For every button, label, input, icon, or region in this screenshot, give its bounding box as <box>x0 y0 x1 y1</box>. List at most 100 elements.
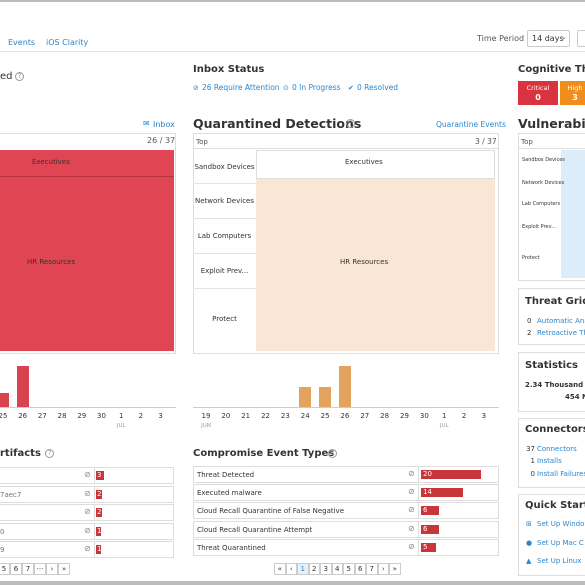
value-bar <box>96 545 101 554</box>
item-link[interactable]: Connectors <box>537 445 577 453</box>
page-button[interactable]: 1 <box>297 563 309 575</box>
page-button[interactable]: 7 <box>366 563 378 575</box>
bar <box>16 366 29 407</box>
row-label: Cloud Recall Quarantine of False Negativ… <box>197 507 345 516</box>
page-button[interactable]: 5 <box>343 563 355 575</box>
help-icon: ? <box>346 119 355 128</box>
x-tick-label: 30 <box>97 412 106 420</box>
page-button[interactable]: › <box>46 563 58 575</box>
table-row <box>193 520 499 538</box>
card <box>0 133 176 354</box>
x-tick-label: 23 <box>280 412 290 420</box>
cell-border <box>94 541 95 558</box>
setup-link[interactable]: Set Up Mac C <box>537 538 584 547</box>
x-tick-label: 29 <box>400 412 409 420</box>
nav-tab[interactable]: Events <box>8 38 36 47</box>
table-row <box>0 541 174 558</box>
group-divider <box>193 253 256 254</box>
time-period-select[interactable]: 14 days ⌄ <box>527 30 570 47</box>
nav-tab[interactable]: iOS Clarity <box>46 38 89 47</box>
value-text: 1 <box>97 545 102 553</box>
group-divider <box>193 288 256 289</box>
row-icon: ⊘ <box>84 507 91 516</box>
extra-button <box>577 30 585 47</box>
bar <box>319 386 332 407</box>
x-tick-label: 27 <box>360 412 370 420</box>
help-icon: ? <box>45 449 54 458</box>
select-value[interactable]: 14 days <box>532 34 564 43</box>
item-count: 2 <box>527 329 532 337</box>
row-label: Executed malware <box>197 489 262 498</box>
x-tick-label: 19 <box>201 412 211 420</box>
group-label: Network Devices <box>194 196 255 205</box>
card-header-line <box>193 148 499 149</box>
cell-border <box>94 522 95 540</box>
x-tick-label: 27 <box>37 412 47 420</box>
setup-link[interactable]: Set Up Windo <box>537 520 585 528</box>
setup-link[interactable]: Set Up Linux <box>537 557 582 565</box>
cell-border <box>418 520 419 538</box>
severity-box <box>518 81 558 105</box>
row-label: Threat Quarantined <box>197 543 266 552</box>
value-bar <box>421 506 439 516</box>
severity-label: Critical <box>526 84 550 92</box>
page-button[interactable]: ‹ <box>285 563 297 575</box>
page-button[interactable]: 3 <box>320 563 332 575</box>
group-label: Protect <box>522 255 540 261</box>
bar <box>0 393 9 407</box>
page-button[interactable]: « <box>274 563 286 575</box>
group-label: Sandbox Devices <box>522 157 565 163</box>
time-period-label: Time Period <box>477 34 525 43</box>
row-label: 0 <box>0 527 5 536</box>
row-icon: ⊘ <box>408 541 415 551</box>
group-divider <box>193 218 256 219</box>
status-link[interactable]: 0 In Progress <box>292 83 341 92</box>
group-label: Lab Computers <box>522 201 561 207</box>
group-label: Exploit Prev... <box>200 266 249 275</box>
row-label: 9 <box>0 546 5 554</box>
x-tick-label: 22 <box>261 412 270 420</box>
value-bar <box>421 470 481 479</box>
status-link[interactable]: 26 Require Attention <box>202 83 280 92</box>
os-icon: ⊞ <box>526 520 532 528</box>
item-link[interactable]: Install Failures <box>537 469 585 478</box>
item-link[interactable]: Installs <box>537 457 562 466</box>
row-label: Cloud Recall Quarantine Attempt <box>197 525 313 534</box>
page-button[interactable]: 7 <box>22 563 34 575</box>
page-button[interactable]: » <box>389 563 401 575</box>
value-bar <box>96 508 102 517</box>
quarantine-link[interactable]: Quarantine Events <box>436 120 506 129</box>
page-button[interactable]: 5 <box>0 563 10 575</box>
section-title: ed <box>0 71 13 82</box>
item-link[interactable]: Automatic Ana <box>537 317 585 325</box>
page-button[interactable]: 6 <box>10 563 22 575</box>
row-icon: ⊘ <box>84 544 91 553</box>
value-bar <box>96 489 102 499</box>
status-link[interactable]: 0 Resolved <box>357 83 399 92</box>
table-row <box>193 466 499 483</box>
value-text: 14 <box>423 488 432 497</box>
value-bar <box>96 471 104 480</box>
page-button[interactable]: » <box>58 563 70 575</box>
group-label: Lab Computers <box>197 231 252 240</box>
page-button[interactable]: › <box>377 563 389 575</box>
page-button[interactable]: ··· <box>34 563 46 575</box>
item-link[interactable]: Retroactive Th <box>537 329 585 337</box>
stat-text: 2.34 Thousand F <box>525 381 585 389</box>
page-button[interactable]: 2 <box>308 563 320 575</box>
cell-border <box>94 504 95 521</box>
card <box>518 494 585 576</box>
month-label: JUL <box>439 423 449 429</box>
table-row <box>0 504 174 521</box>
inbox-link[interactable]: Inbox <box>153 120 175 129</box>
help-icon: ? <box>328 449 337 458</box>
count: 3 / 37 <box>475 137 497 146</box>
severity-label: High <box>567 84 583 92</box>
x-tick-label: 26 <box>18 412 28 420</box>
page-button[interactable]: 4 <box>331 563 343 575</box>
page-button[interactable]: 6 <box>354 563 366 575</box>
x-tick-label: 3 <box>158 412 163 420</box>
axis-line <box>0 407 176 408</box>
x-tick-label: 24 <box>300 412 310 420</box>
chevron: ⌄ <box>561 33 567 41</box>
